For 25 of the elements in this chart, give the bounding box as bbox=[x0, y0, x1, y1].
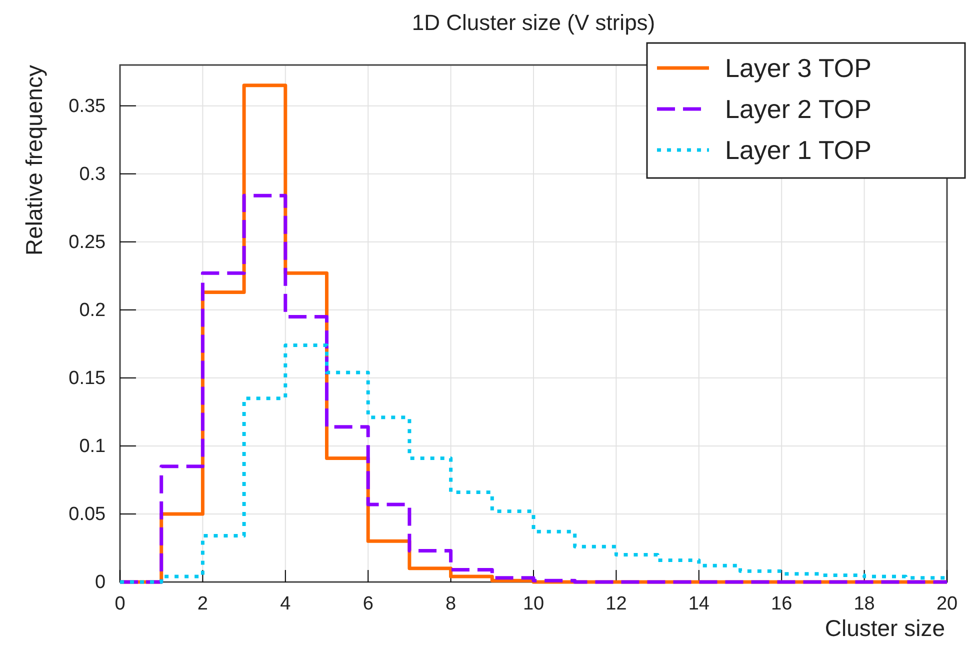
legend-label: Layer 1 TOP bbox=[725, 135, 872, 165]
legend-label: Layer 3 TOP bbox=[725, 53, 872, 83]
x-tick-label: 10 bbox=[522, 594, 544, 615]
x-tick-label: 2 bbox=[197, 594, 208, 615]
x-tick-label: 12 bbox=[606, 594, 627, 615]
legend-label: Layer 2 TOP bbox=[725, 94, 872, 124]
x-axis-title: Cluster size bbox=[824, 615, 945, 641]
y-tick-label: 0.05 bbox=[68, 504, 106, 526]
y-tick-label: 0.1 bbox=[79, 436, 106, 458]
y-tick-label: 0.15 bbox=[68, 368, 106, 389]
x-tick-label: 4 bbox=[280, 594, 292, 615]
chart-title: 1D Cluster size (V strips) bbox=[412, 10, 656, 35]
y-tick-label: 0.35 bbox=[68, 96, 106, 117]
y-tick-label: 0.3 bbox=[79, 164, 106, 185]
y-tick-label: 0 bbox=[95, 572, 106, 594]
x-tick-label: 8 bbox=[446, 594, 456, 615]
x-tick-label: 6 bbox=[362, 594, 374, 615]
y-tick-label: 0.25 bbox=[68, 232, 106, 253]
x-tick-label: 16 bbox=[771, 594, 792, 615]
x-tick-label: 14 bbox=[688, 594, 710, 615]
x-tick-label: 18 bbox=[854, 594, 875, 615]
x-tick-label: 0 bbox=[114, 594, 126, 615]
y-axis-title: Relative frequency bbox=[21, 64, 47, 256]
y-tick-label: 0.2 bbox=[79, 300, 106, 321]
x-tick-label: 20 bbox=[936, 594, 958, 615]
